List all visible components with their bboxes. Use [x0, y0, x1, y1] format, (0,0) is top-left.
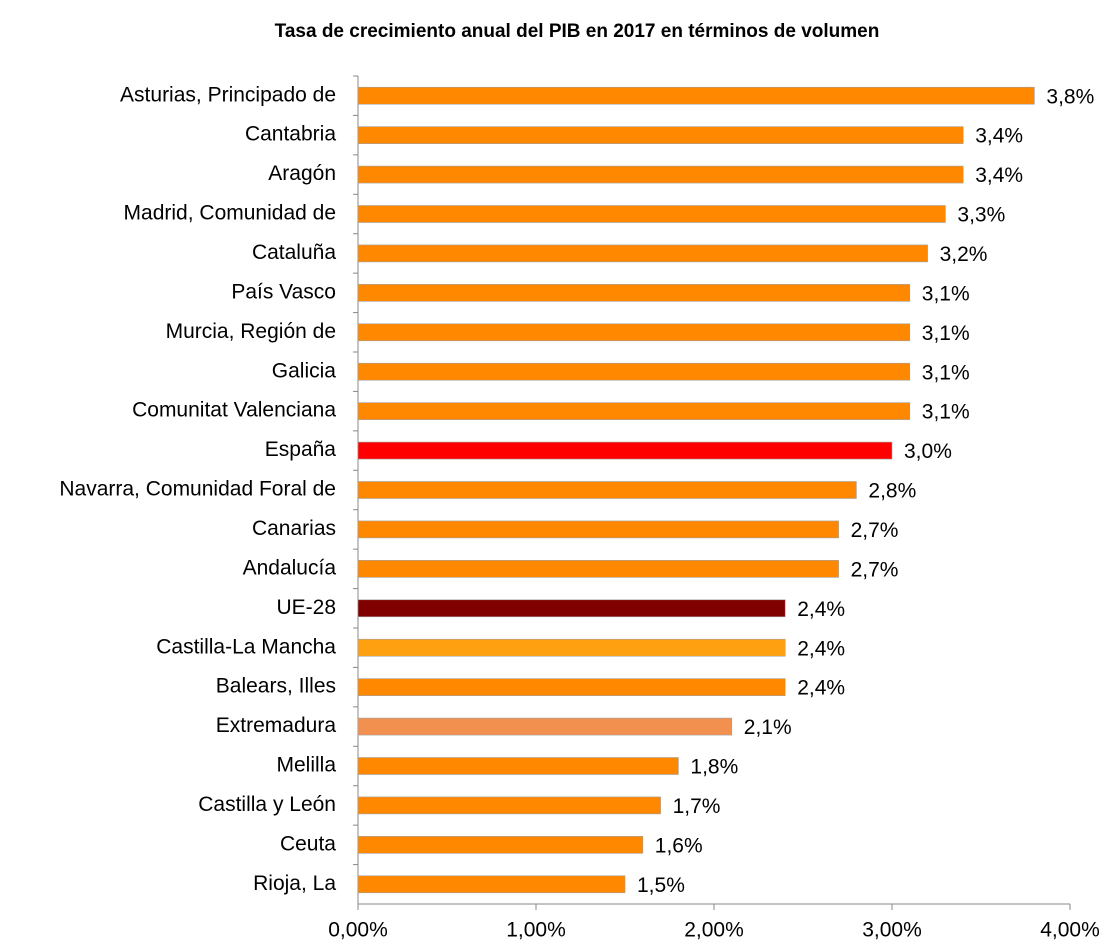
bar [357, 678, 786, 696]
x-tick-label: 3,00% [862, 919, 922, 942]
value-label: 3,1% [922, 401, 970, 424]
y-tick-label: Aragón [268, 162, 336, 185]
bar [357, 323, 911, 342]
y-tick-label: Comunitat Valenciana [132, 399, 336, 422]
value-label: 3,0% [904, 440, 952, 463]
bar [357, 402, 911, 420]
bar [357, 520, 839, 539]
bar [357, 126, 964, 144]
y-tick-label: UE-28 [276, 596, 336, 619]
bar [357, 205, 946, 223]
value-label: 2,7% [851, 558, 899, 581]
y-tick-label: Asturias, Principado de [120, 83, 336, 106]
chart-title: Tasa de crecimiento anual del PIB en 201… [275, 21, 880, 42]
value-label: 3,3% [957, 204, 1005, 227]
y-tick-label: Galicia [272, 359, 337, 382]
y-tick-label: España [265, 438, 337, 461]
bar [357, 481, 857, 499]
x-tick-label: 2,00% [684, 919, 744, 942]
bar [357, 284, 911, 302]
y-tick-label: Cantabria [245, 123, 336, 146]
y-tick-label: Melilla [276, 754, 336, 777]
y-tick-label: Navarra, Comunidad Foral de [59, 478, 336, 501]
value-label: 2,7% [851, 519, 899, 542]
bar [357, 717, 733, 736]
value-label: 1,8% [690, 756, 738, 779]
bar [357, 86, 1035, 105]
value-label: 2,4% [797, 637, 845, 660]
value-label: 2,8% [868, 480, 916, 503]
bar [357, 875, 626, 894]
value-label: 3,8% [1046, 85, 1094, 108]
x-tick-label: 1,00% [506, 919, 566, 942]
x-tick-label: 0,00% [328, 919, 388, 942]
value-label: 3,1% [922, 322, 970, 345]
value-label: 3,4% [975, 164, 1023, 187]
y-tick-label: Ceuta [280, 832, 336, 855]
value-label: 1,7% [673, 795, 721, 818]
y-tick-label: Castilla-La Mancha [156, 635, 336, 658]
bar [357, 836, 644, 854]
y-tick-label: Canarias [252, 517, 336, 540]
value-label: 1,6% [655, 834, 703, 857]
y-tick-label: Murcia, Región de [166, 320, 336, 343]
y-tick-label: Madrid, Comunidad de [124, 202, 336, 225]
y-tick-label: Castilla y León [198, 793, 336, 816]
value-label: 3,2% [940, 243, 988, 266]
x-tick-label: 4,00% [1040, 919, 1100, 942]
value-label: 3,1% [922, 361, 970, 384]
bar [357, 244, 928, 263]
bar [357, 560, 839, 578]
value-label: 2,4% [797, 677, 845, 700]
value-label: 2,1% [744, 716, 792, 739]
y-tick-label: Rioja, La [253, 872, 336, 895]
y-tick-label: Extremadura [216, 714, 337, 737]
y-tick-label: Balears, Illes [216, 675, 336, 698]
value-label: 1,5% [637, 874, 685, 897]
bar [357, 638, 786, 657]
bar [357, 599, 786, 618]
bar [357, 796, 661, 815]
bar [357, 757, 679, 775]
bar [357, 165, 964, 184]
value-label: 3,4% [975, 125, 1023, 148]
bar [357, 441, 893, 460]
y-tick-label: Cataluña [252, 241, 336, 264]
value-label: 2,4% [797, 598, 845, 621]
bar [357, 362, 911, 381]
value-label: 3,1% [922, 282, 970, 305]
y-tick-label: Andalucía [243, 556, 337, 579]
y-tick-label: País Vasco [231, 280, 336, 303]
